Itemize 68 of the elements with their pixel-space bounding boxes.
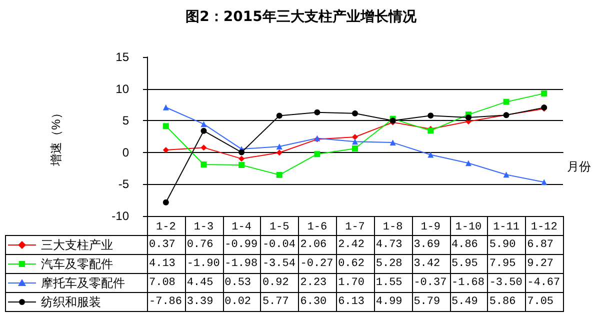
data-label: 1.70	[336, 274, 374, 292]
data-label: 5.28	[374, 254, 412, 274]
y-tick-label: -5	[118, 177, 130, 192]
y-tick-label: -10	[112, 209, 130, 223]
legend-label: 三大支柱产业	[6, 236, 148, 254]
data-label: -1.90	[185, 254, 224, 274]
data-label: 2.06	[298, 236, 337, 254]
data-label: -3.50	[488, 274, 526, 292]
data-label: 1.55	[374, 274, 412, 292]
data-label: 4.99	[374, 292, 412, 312]
data-label: 0.76	[185, 236, 224, 254]
data-label: 0.37	[148, 236, 186, 254]
legend-label: 摩托车及零配件	[6, 274, 148, 292]
data-label: 5.79	[412, 292, 450, 312]
data-label: 3.39	[185, 292, 224, 312]
data-label: -1.98	[223, 254, 261, 274]
data-label: 3.42	[412, 254, 450, 274]
data-label: 5.90	[488, 236, 526, 254]
data-label: 3.69	[412, 236, 450, 254]
data-label: 9.27	[526, 254, 564, 274]
x-axis-title: 月份	[567, 159, 591, 174]
data-label: -1.68	[450, 274, 488, 292]
data-label: -4.67	[526, 274, 564, 292]
data-label: 7.95	[488, 254, 526, 274]
x-tick-label: 1-2	[156, 222, 176, 234]
data-label: 2.42	[336, 236, 374, 254]
data-label: 5.49	[450, 292, 488, 312]
data-label: 4.86	[450, 236, 488, 254]
data-label: -3.54	[260, 254, 299, 274]
data-label: -7.86	[148, 292, 186, 312]
y-tick-label: 0	[122, 145, 130, 160]
data-label: 0.62	[336, 254, 374, 274]
x-tick-label: 1-10	[455, 222, 482, 234]
x-tick-label: 1-6	[307, 222, 328, 234]
chart-title: 图2：2015年三大支柱产业增长情况	[184, 8, 418, 26]
data-label: 7.08	[148, 274, 186, 292]
y-tick-label: 5	[122, 114, 130, 128]
data-label: -0.37	[412, 274, 450, 292]
x-tick-label: 1-3	[194, 222, 214, 234]
data-label: -0.04	[260, 236, 299, 254]
x-tick-label: 1-11	[493, 222, 520, 234]
x-tick-label: 1-9	[420, 222, 441, 234]
data-label: 4.13	[148, 254, 186, 274]
data-label: 5.86	[488, 292, 526, 312]
x-tick-label: 1-7	[345, 222, 365, 234]
data-label: 6.13	[336, 292, 374, 312]
data-label: 7.05	[526, 292, 564, 312]
data-label: -0.99	[223, 236, 261, 254]
data-label: -0.27	[298, 254, 337, 274]
data-label: 0.92	[260, 274, 299, 292]
data-label: 4.45	[185, 274, 224, 292]
y-tick-label: 10	[116, 82, 130, 96]
data-label: 0.02	[223, 292, 261, 312]
data-label: 6.30	[298, 292, 337, 312]
x-tick-label: 1-5	[269, 222, 290, 234]
y-axis-title: 增速（%）	[49, 107, 63, 167]
legend-label: 纺织和服装	[6, 292, 148, 312]
y-tick-label: 15	[116, 50, 130, 64]
data-label: 2.23	[298, 274, 337, 292]
data-label: 5.95	[450, 254, 488, 274]
x-tick-label: 1-12	[530, 222, 558, 234]
x-tick-label: 1-8	[382, 222, 403, 234]
data-label: 5.77	[260, 292, 299, 312]
x-tick-label: 1-4	[232, 222, 252, 234]
data-label: 0.53	[223, 274, 261, 292]
legend-label: 汽车及零配件	[6, 254, 148, 274]
data-label: 4.73	[374, 236, 412, 254]
data-label: 6.87	[526, 236, 564, 254]
